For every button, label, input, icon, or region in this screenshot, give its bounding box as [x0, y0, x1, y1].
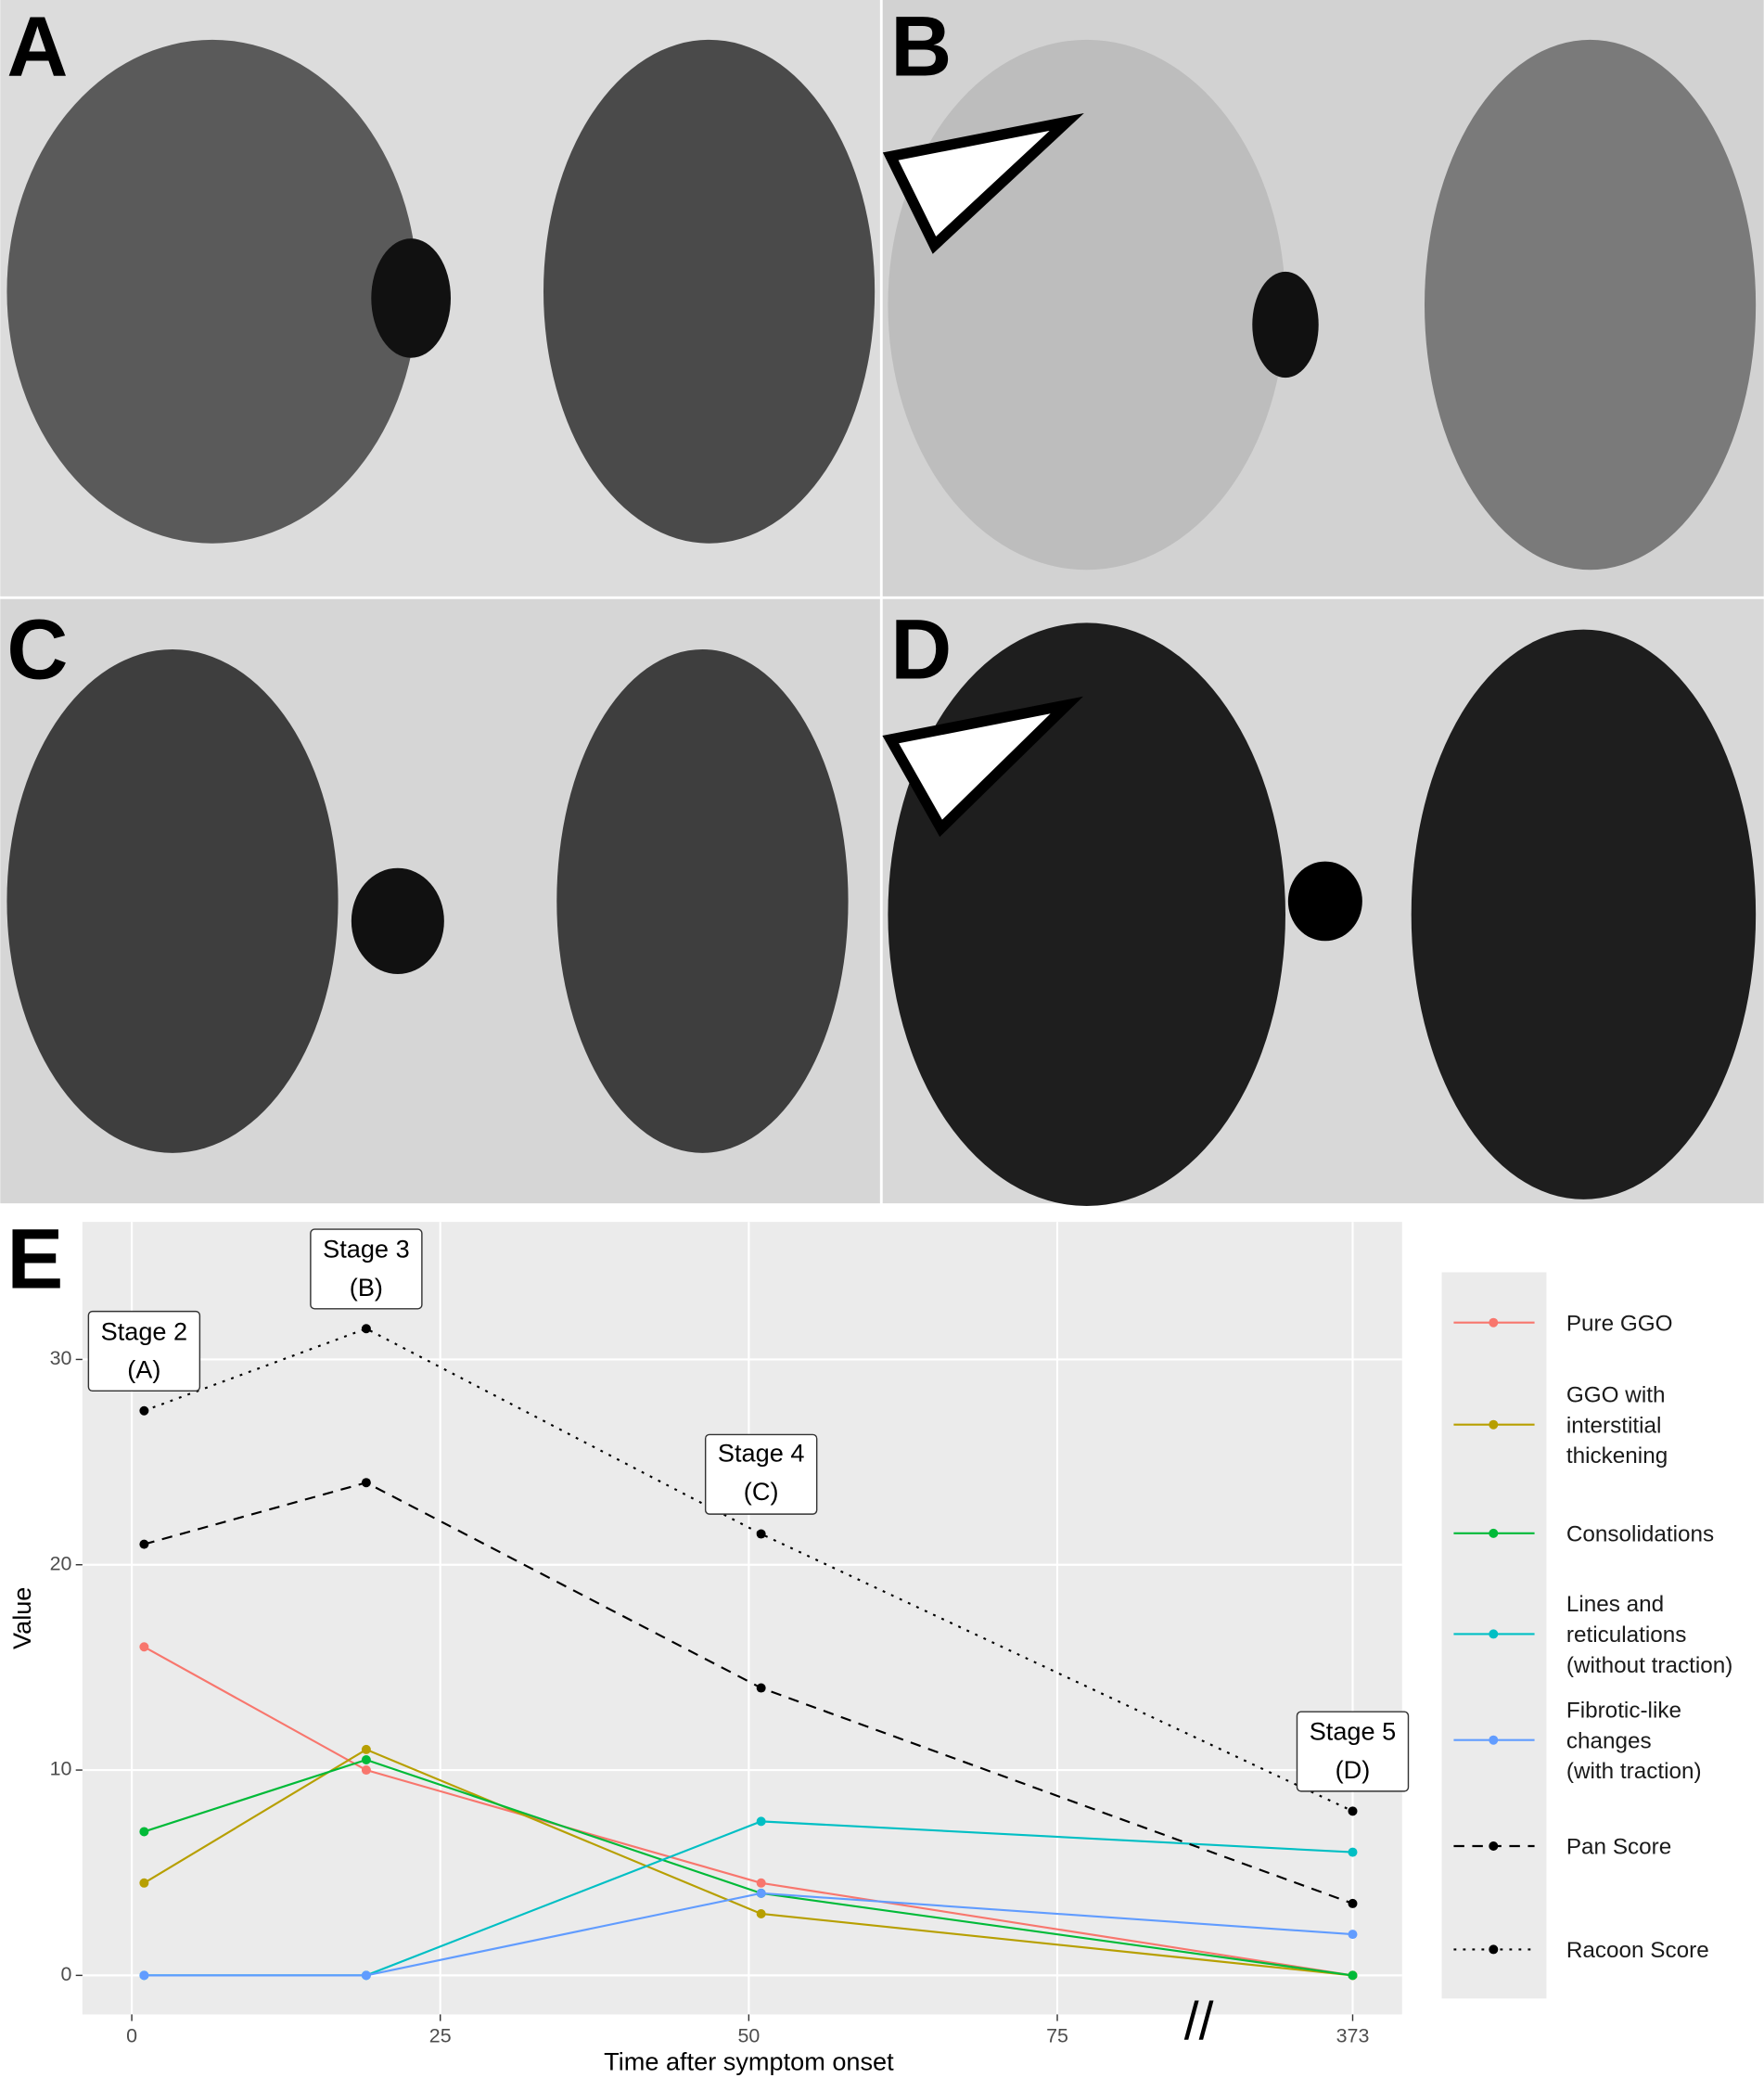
stage-label-box: [704, 1433, 818, 1515]
legend-label: Fibrotic-like changes (with traction): [1566, 1697, 1702, 1784]
legend-key-point: [1489, 1629, 1499, 1639]
data-point: [756, 1816, 766, 1827]
x-tick-label: 373: [1336, 2024, 1370, 2046]
y-tick-label: 0: [61, 1963, 72, 1985]
stage-label-box: Stage 4 (C): [717, 1441, 805, 1507]
arrowhead: [882, 696, 1083, 838]
ct-panels: [0, 0, 1764, 1206]
legend-label-box: Pan Score: [1566, 1833, 1672, 1859]
legend-key-point: [1489, 1735, 1499, 1745]
x-tick-label: 0: [126, 2024, 137, 2046]
y-tick-label: 10: [50, 1758, 72, 1780]
panel-label: C: [6, 602, 68, 697]
data-point: [361, 1970, 371, 1981]
series-line: [144, 1482, 1353, 1905]
grid: [82, 1222, 1402, 2015]
data-point: [361, 1324, 371, 1334]
legend-label-box: Racoon Score: [1566, 1936, 1709, 1962]
trachea: [351, 867, 444, 974]
panel-label: A: [6, 0, 68, 94]
data-point: [361, 1744, 371, 1754]
x-tick-label: 75: [1046, 2024, 1068, 2046]
stage-label-box: [310, 1228, 423, 1310]
lung: [6, 649, 339, 1153]
data-point: [139, 1970, 149, 1981]
y-tick-label: 20: [50, 1552, 72, 1574]
data-point: [361, 1478, 371, 1488]
stage-label-box: Stage 2 (A): [100, 1317, 188, 1385]
lung: [888, 39, 1285, 571]
legend-label: Pure GGO: [1566, 1310, 1673, 1336]
trachea: [371, 238, 451, 358]
legend-label-box: Fibrotic-like changes (with traction): [1566, 1697, 1702, 1784]
arrowhead: [882, 112, 1084, 254]
data-point: [139, 1405, 149, 1416]
plot-background: [82, 1222, 1402, 2015]
stage-label-box: [87, 1310, 201, 1392]
lung: [1425, 39, 1757, 571]
data-point: [139, 1642, 149, 1652]
x-axis-title: Time after symptom onset: [604, 2046, 894, 2075]
legend-label: Lines and reticulations (without tractio…: [1566, 1591, 1733, 1677]
data-point: [756, 1529, 766, 1539]
axis-break: //: [1184, 1992, 1214, 2051]
legend-key-point: [1489, 1419, 1499, 1430]
data-point: [1348, 1847, 1358, 1857]
lung: [888, 622, 1285, 1206]
trachea: [1252, 271, 1319, 378]
x-tick-label: 50: [737, 2024, 760, 2046]
stage-label-box: Stage 3 (B): [323, 1236, 410, 1302]
x-tick-label: 25: [429, 2024, 452, 2046]
series-line: [143, 1748, 1353, 1977]
legend-label-box: GGO with interstitial thickening: [1566, 1381, 1668, 1469]
legend-label-box: Lines and reticulations (without tractio…: [1566, 1591, 1733, 1677]
legend-key-point: [1489, 1944, 1499, 1955]
stage-label-box: Stage 5 (D): [1309, 1718, 1397, 1785]
legend-key-point: [1489, 1841, 1499, 1851]
data-point: [1348, 1898, 1358, 1908]
panel-label: B: [890, 0, 952, 94]
panel-label: E: [6, 1212, 63, 1306]
data-point: [1348, 1806, 1358, 1816]
legend-label: Consolidations: [1566, 1520, 1715, 1546]
legend-label: GGO with interstitial thickening: [1566, 1381, 1668, 1469]
lung: [556, 649, 849, 1153]
stage-label: Stage 2 (A): [100, 1317, 188, 1385]
legend-label-box: Consolidations: [1566, 1520, 1715, 1546]
data-point: [1348, 1970, 1358, 1981]
legend-label: Pan Score: [1566, 1833, 1672, 1859]
stage-label: Stage 3 (B): [323, 1236, 410, 1302]
legend-label-box: Pure GGO: [1566, 1310, 1673, 1336]
trachea: [1287, 861, 1362, 942]
panel-label: D: [890, 602, 952, 697]
legend-key-point: [1489, 1317, 1499, 1328]
data-point: [139, 1878, 149, 1888]
y-tick-label: 30: [50, 1347, 72, 1369]
data-point: [756, 1683, 766, 1693]
lung: [1411, 629, 1757, 1199]
series-line: [144, 1892, 1353, 1977]
legend-label: Racoon Score: [1566, 1936, 1709, 1962]
stage-label: Stage 4 (C): [717, 1441, 805, 1507]
data-point: [756, 1878, 766, 1888]
data-point: [756, 1888, 766, 1898]
stage-label-box: [1296, 1711, 1410, 1792]
y-axis-title: Value: [7, 1587, 36, 1649]
lung: [6, 39, 418, 544]
data-point: [139, 1827, 149, 1837]
data-point: [756, 1908, 766, 1918]
lung: [543, 39, 876, 544]
data-point: [361, 1754, 371, 1764]
data-point: [1348, 1930, 1358, 1940]
stage-label: Stage 5 (D): [1309, 1718, 1397, 1785]
data-point: [139, 1539, 149, 1549]
legend-key-point: [1489, 1528, 1499, 1538]
series-line: [144, 1758, 1353, 1977]
data-point: [361, 1765, 371, 1776]
